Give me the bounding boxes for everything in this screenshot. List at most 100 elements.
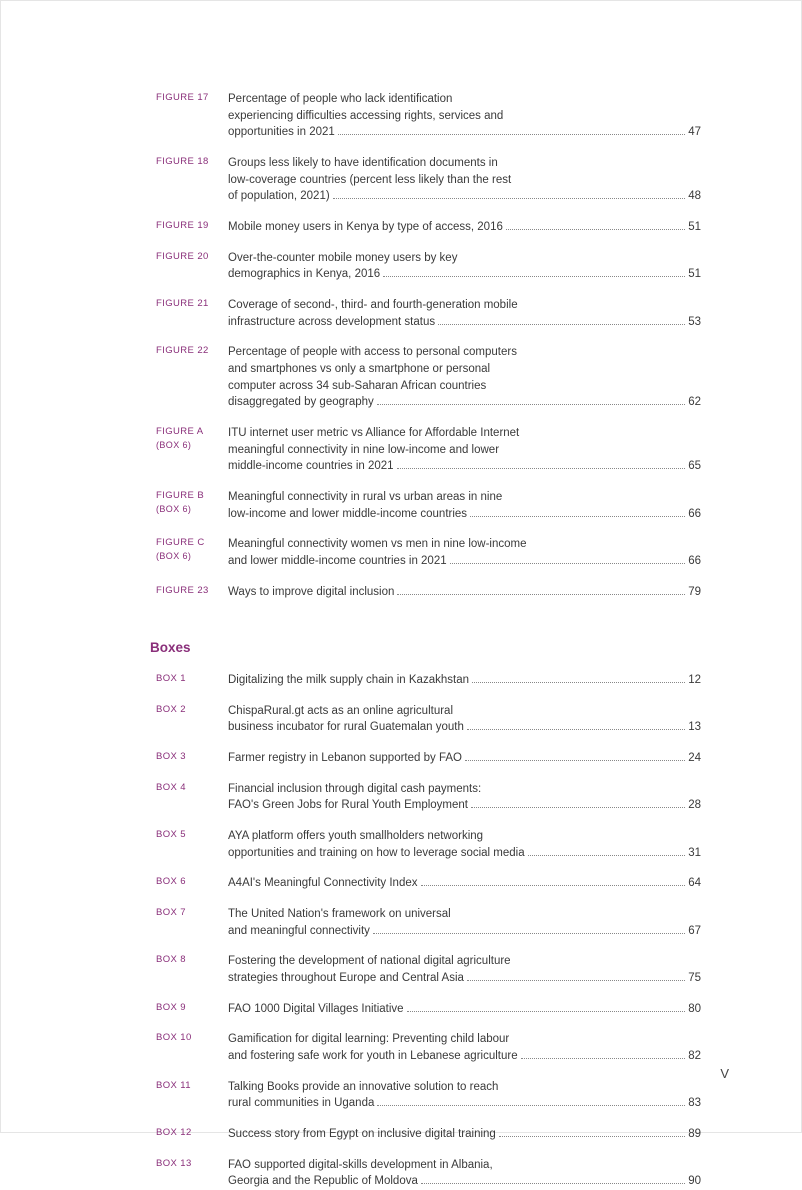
- toc-label: FIGURE B(BOX 6): [156, 489, 228, 515]
- toc-label: FIGURE 18: [156, 155, 228, 169]
- dot-leader: [377, 404, 685, 405]
- dot-leader: [450, 563, 686, 564]
- toc-row: BOX 4Financial inclusion through digital…: [156, 781, 701, 814]
- toc-text: Coverage of second-, third- and fourth-g…: [228, 297, 518, 314]
- toc-row: BOX 2ChispaRural.gt acts as an online ag…: [156, 703, 701, 736]
- toc-text: infrastructure across development status: [228, 314, 435, 331]
- toc-label: BOX 7: [156, 906, 228, 920]
- toc-text: low-income and lower middle-income count…: [228, 506, 467, 523]
- toc-label: BOX 9: [156, 1001, 228, 1015]
- toc-page: 62: [688, 394, 701, 411]
- toc-label: BOX 3: [156, 750, 228, 764]
- toc-body: Mobile money users in Kenya by type of a…: [228, 219, 701, 236]
- toc-section: BoxesBOX 1Digitalizing the milk supply c…: [156, 638, 701, 1190]
- toc-body: Digitalizing the milk supply chain in Ka…: [228, 672, 701, 689]
- toc-body: AYA platform offers youth smallholders n…: [228, 828, 701, 861]
- toc-label: FIGURE 17: [156, 91, 228, 105]
- dot-leader: [467, 729, 685, 730]
- toc-text: and fostering safe work for youth in Leb…: [228, 1048, 518, 1065]
- toc-body: Talking Books provide an innovative solu…: [228, 1079, 701, 1112]
- toc-page: 28: [688, 797, 701, 814]
- toc-text: computer across 34 sub-Saharan African c…: [228, 378, 486, 395]
- toc-page: 13: [688, 719, 701, 736]
- toc-text: Farmer registry in Lebanon supported by …: [228, 750, 462, 767]
- toc-section: FIGURE 17Percentage of people who lack i…: [156, 91, 701, 600]
- toc-text: opportunities in 2021: [228, 124, 335, 141]
- toc-row: BOX 6A4AI's Meaningful Connectivity Inde…: [156, 875, 701, 892]
- toc-body: Over-the-counter mobile money users by k…: [228, 250, 701, 283]
- toc-body: FAO 1000 Digital Villages Initiative 80: [228, 1001, 701, 1018]
- toc-text: and smartphones vs only a smartphone or …: [228, 361, 490, 378]
- toc-row: BOX 13FAO supported digital-skills devel…: [156, 1157, 701, 1190]
- toc-sublabel: (BOX 6): [156, 503, 228, 515]
- toc-page: 66: [688, 553, 701, 570]
- dot-leader: [333, 198, 686, 199]
- toc-label: FIGURE 19: [156, 219, 228, 233]
- toc-text: and meaningful connectivity: [228, 923, 370, 940]
- toc-page: 83: [688, 1095, 701, 1112]
- toc-text: low-coverage countries (percent less lik…: [228, 172, 511, 189]
- toc-body: Gamification for digital learning: Preve…: [228, 1031, 701, 1064]
- toc-text: FAO 1000 Digital Villages Initiative: [228, 1001, 404, 1018]
- toc-label: BOX 1: [156, 672, 228, 686]
- toc-body: Farmer registry in Lebanon supported by …: [228, 750, 701, 767]
- toc-text: Financial inclusion through digital cash…: [228, 781, 481, 798]
- toc-row: BOX 8Fostering the development of nation…: [156, 953, 701, 986]
- toc-row: BOX 12Success story from Egypt on inclus…: [156, 1126, 701, 1143]
- dot-leader: [397, 468, 686, 469]
- toc-text: rural communities in Uganda: [228, 1095, 374, 1112]
- toc-row: BOX 11Talking Books provide an innovativ…: [156, 1079, 701, 1112]
- toc-row: FIGURE 20Over-the-counter mobile money u…: [156, 250, 701, 283]
- toc-row: BOX 5AYA platform offers youth smallhold…: [156, 828, 701, 861]
- toc-row: FIGURE 23Ways to improve digital inclusi…: [156, 584, 701, 601]
- toc-text: strategies throughout Europe and Central…: [228, 970, 464, 987]
- toc-body: Percentage of people who lack identifica…: [228, 91, 701, 141]
- toc-text: Mobile money users in Kenya by type of a…: [228, 219, 503, 236]
- toc-page: 79: [688, 584, 701, 601]
- toc-page: 75: [688, 970, 701, 987]
- toc-page: 67: [688, 923, 701, 940]
- toc-label: FIGURE 20: [156, 250, 228, 264]
- toc-page: 80: [688, 1001, 701, 1018]
- toc-text: Percentage of people who lack identifica…: [228, 91, 452, 108]
- toc-row: BOX 10Gamification for digital learning:…: [156, 1031, 701, 1064]
- toc-text: Gamification for digital learning: Preve…: [228, 1031, 509, 1048]
- toc-page: 47: [688, 124, 701, 141]
- page-number: V: [720, 1065, 729, 1084]
- toc-page: 66: [688, 506, 701, 523]
- dot-leader: [407, 1011, 686, 1012]
- toc-label: BOX 10: [156, 1031, 228, 1045]
- toc-label: BOX 13: [156, 1157, 228, 1171]
- dot-leader: [397, 594, 685, 595]
- toc-body: The United Nation's framework on univers…: [228, 906, 701, 939]
- toc-page: 48: [688, 188, 701, 205]
- toc-page: 51: [688, 266, 701, 283]
- dot-leader: [465, 760, 685, 761]
- toc-label: BOX 11: [156, 1079, 228, 1093]
- toc-text: Over-the-counter mobile money users by k…: [228, 250, 457, 267]
- toc-label: BOX 6: [156, 875, 228, 889]
- toc-text: A4AI's Meaningful Connectivity Index: [228, 875, 418, 892]
- toc-page: 12: [688, 672, 701, 689]
- section-header: Boxes: [150, 638, 701, 658]
- toc-text: Fostering the development of national di…: [228, 953, 511, 970]
- toc-text: of population, 2021): [228, 188, 330, 205]
- dot-leader: [467, 980, 685, 981]
- dot-leader: [472, 682, 685, 683]
- dot-leader: [421, 1183, 685, 1184]
- toc-label: FIGURE 21: [156, 297, 228, 311]
- toc-body: Fostering the development of national di…: [228, 953, 701, 986]
- toc-body: Groups less likely to have identificatio…: [228, 155, 701, 205]
- toc-page: 65: [688, 458, 701, 475]
- toc-page: 24: [688, 750, 701, 767]
- toc-text: FAO supported digital-skills development…: [228, 1157, 493, 1174]
- toc-text: Digitalizing the milk supply chain in Ka…: [228, 672, 469, 689]
- toc-body: Ways to improve digital inclusion79: [228, 584, 701, 601]
- toc-row: FIGURE 21Coverage of second-, third- and…: [156, 297, 701, 330]
- toc-text: FAO's Green Jobs for Rural Youth Employm…: [228, 797, 468, 814]
- toc-page: 90: [688, 1173, 701, 1190]
- toc-row: FIGURE C(BOX 6)Meaningful connectivity w…: [156, 536, 701, 569]
- toc-text: Meaningful connectivity in rural vs urba…: [228, 489, 502, 506]
- toc-page: 82: [688, 1048, 701, 1065]
- dot-leader: [528, 855, 686, 856]
